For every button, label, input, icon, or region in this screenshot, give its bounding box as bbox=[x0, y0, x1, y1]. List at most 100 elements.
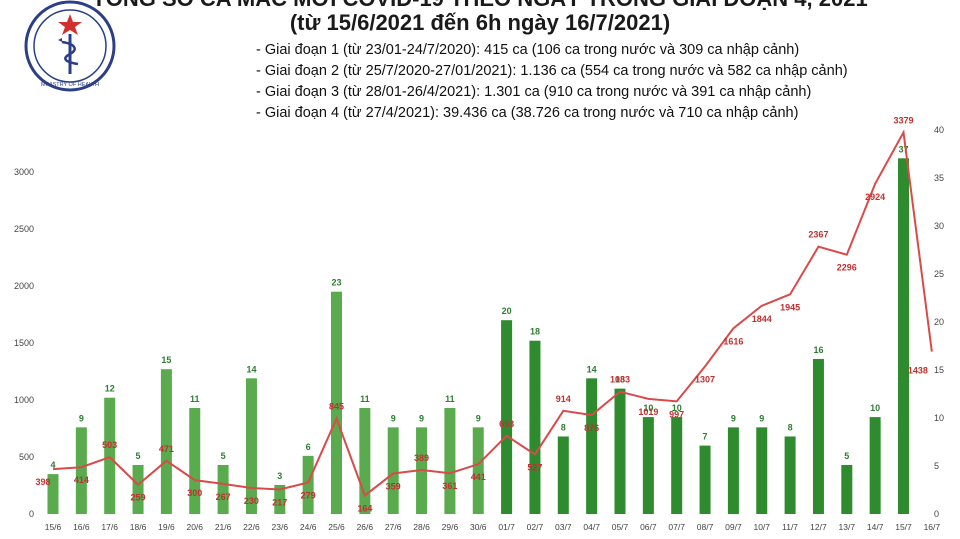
bar-label-20/6: 11 bbox=[190, 394, 200, 404]
phase-3-text: - Giai đoạn 3 (từ 28/01-26/4/2021): 1.30… bbox=[256, 84, 812, 100]
bar-label-25/6: 23 bbox=[331, 278, 341, 288]
y-right-tick-30: 30 bbox=[934, 221, 944, 231]
line-label-14/7: 2924 bbox=[865, 192, 885, 202]
bar-18/6 bbox=[132, 464, 144, 514]
bar-label-18/6: 5 bbox=[136, 451, 141, 461]
y-right-tick-35: 35 bbox=[934, 173, 944, 183]
bar-label-09/7: 9 bbox=[731, 413, 736, 423]
y-left-tick-2500: 2500 bbox=[14, 224, 34, 234]
y-right-tick-25: 25 bbox=[934, 269, 944, 279]
bar-series bbox=[47, 158, 909, 514]
x-tick-09/7: 09/7 bbox=[725, 522, 742, 532]
bar-label-06/7: 10 bbox=[643, 403, 653, 413]
x-tick-10/7: 10/7 bbox=[753, 522, 770, 532]
line-label-15/7: 3379 bbox=[893, 115, 913, 125]
chart-subtitle: (từ 15/6/2021 đến 6h ngày 16/7/2021) bbox=[289, 10, 671, 35]
y-axis-left: 0 500 1000 1500 2000 2500 3000 bbox=[14, 167, 34, 519]
y-right-tick-40: 40 bbox=[934, 125, 944, 135]
bar-label-08/7: 7 bbox=[703, 432, 708, 442]
line-label-15/6: 398 bbox=[35, 477, 50, 487]
line-label-19/6: 471 bbox=[159, 444, 174, 454]
y-left-tick-2000: 2000 bbox=[14, 281, 34, 291]
bar-label-10/7: 9 bbox=[759, 413, 764, 423]
y-right-tick-10: 10 bbox=[934, 413, 944, 423]
bar-12/7 bbox=[812, 358, 824, 514]
bar-13/7 bbox=[841, 464, 853, 514]
x-tick-11/7: 11/7 bbox=[782, 522, 798, 532]
bar-label-04/7: 14 bbox=[587, 364, 597, 374]
phase-4-text: - Giai đoạn 4 (từ 27/4/2021): 39.436 ca … bbox=[256, 105, 799, 121]
bar-07/7 bbox=[671, 417, 683, 514]
bar-05/7 bbox=[614, 388, 626, 514]
bar-24/6 bbox=[302, 455, 314, 514]
bar-label-15/6: 4 bbox=[50, 460, 55, 470]
line-label-05/7: 1083 bbox=[610, 375, 630, 385]
x-tick-08/7: 08/7 bbox=[697, 522, 714, 532]
x-tick-19/6: 19/6 bbox=[158, 522, 175, 532]
x-tick-16/6: 16/6 bbox=[73, 522, 90, 532]
x-tick-27/6: 27/6 bbox=[385, 522, 402, 532]
bar-14/7 bbox=[869, 417, 881, 514]
bar-29/6 bbox=[444, 407, 456, 514]
line-label-07/7: 997 bbox=[669, 409, 684, 419]
bar-08/7 bbox=[699, 445, 711, 514]
x-tick-20/6: 20/6 bbox=[186, 522, 203, 532]
y-left-tick-1500: 1500 bbox=[14, 338, 34, 348]
bar-10/7 bbox=[756, 427, 768, 514]
bar-label-16/6: 9 bbox=[79, 413, 84, 423]
line-label-11/7: 1945 bbox=[780, 302, 800, 312]
x-tick-21/6: 21/6 bbox=[215, 522, 232, 532]
x-tick-07/7: 07/7 bbox=[668, 522, 685, 532]
line-label-29/6: 361 bbox=[442, 481, 457, 491]
bar-06/7 bbox=[642, 417, 654, 514]
line-label-01/7: 693 bbox=[499, 419, 514, 429]
bar-label-05/7: 13 bbox=[615, 375, 625, 385]
line-label-22/6: 230 bbox=[244, 496, 259, 506]
bar-01/7 bbox=[501, 320, 513, 514]
line-label-09/7: 1616 bbox=[723, 336, 743, 346]
line-label-16/7: 1438 bbox=[908, 366, 928, 376]
y-right-tick-0: 0 bbox=[934, 509, 939, 519]
bar-label-02/7: 18 bbox=[530, 327, 540, 337]
bar-label-15/7: 37 bbox=[898, 144, 908, 154]
line-label-10/7: 1844 bbox=[752, 314, 772, 324]
y-left-tick-500: 500 bbox=[19, 452, 34, 462]
y-right-tick-15: 15 bbox=[934, 365, 944, 375]
bar-23/6 bbox=[274, 484, 286, 514]
line-label-13/7: 2296 bbox=[837, 263, 857, 273]
x-tick-14/7: 14/7 bbox=[867, 522, 884, 532]
bar-27/6 bbox=[387, 427, 399, 514]
bar-label-21/6: 5 bbox=[221, 451, 226, 461]
bar-02/7 bbox=[529, 340, 541, 514]
bar-label-26/6: 11 bbox=[360, 394, 370, 404]
x-tick-17/6: 17/6 bbox=[101, 522, 118, 532]
x-tick-15/6: 15/6 bbox=[45, 522, 62, 532]
y-right-tick-20: 20 bbox=[934, 317, 944, 327]
bar-30/6 bbox=[472, 427, 484, 514]
y-left-tick-3000: 3000 bbox=[14, 167, 34, 177]
x-tick-12/7: 12/7 bbox=[810, 522, 827, 532]
line-label-24/6: 279 bbox=[301, 491, 316, 501]
bar-label-03/7: 8 bbox=[561, 422, 566, 432]
bar-label-12/7: 16 bbox=[813, 345, 823, 355]
bar-15/7 bbox=[898, 158, 909, 514]
bar-label-13/7: 5 bbox=[844, 451, 849, 461]
x-tick-26/6: 26/6 bbox=[357, 522, 374, 532]
line-label-03/7: 914 bbox=[556, 394, 571, 404]
bar-21/6 bbox=[217, 464, 229, 514]
x-tick-04/7: 04/7 bbox=[583, 522, 600, 532]
bar-04/7 bbox=[586, 378, 598, 514]
bar-label-27/6: 9 bbox=[391, 413, 396, 423]
line-label-20/6: 300 bbox=[187, 488, 202, 498]
line-path bbox=[52, 129, 933, 498]
bar-label-28/6: 9 bbox=[419, 413, 424, 423]
x-tick-30/6: 30/6 bbox=[470, 522, 487, 532]
x-tick-06/7: 06/7 bbox=[640, 522, 657, 532]
x-tick-23/6: 23/6 bbox=[272, 522, 289, 532]
y-left-tick-1000: 1000 bbox=[14, 395, 34, 405]
x-tick-24/6: 24/6 bbox=[300, 522, 317, 532]
x-tick-25/6: 25/6 bbox=[328, 522, 345, 532]
line-label-17/6: 503 bbox=[102, 440, 117, 450]
bar-label-14/7: 10 bbox=[870, 403, 880, 413]
